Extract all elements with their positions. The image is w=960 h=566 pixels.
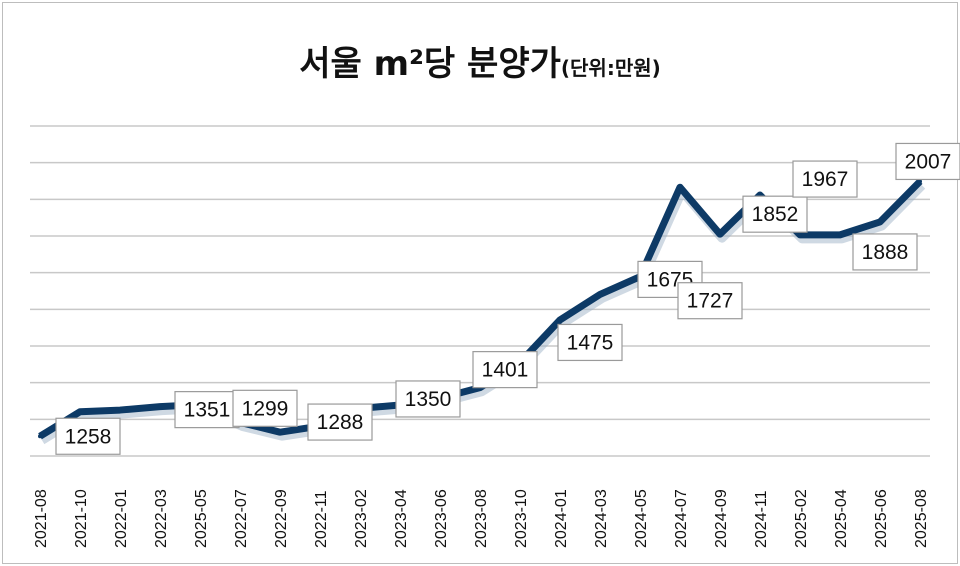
x-tick-label: 2023-08: [473, 489, 490, 548]
x-tick-label: 2021-08: [33, 489, 50, 548]
data-label-box: [307, 403, 373, 441]
data-label: 1258: [65, 425, 112, 448]
chart-title-main: 서울 m²당 분양가: [299, 44, 561, 84]
x-tick-label: 2022-01: [113, 489, 130, 548]
data-label-box: [895, 142, 960, 181]
x-tick-label: 2024-09: [713, 489, 730, 548]
x-tick-label: 2025-06: [873, 489, 890, 548]
x-tick-label: 2025-08: [913, 489, 930, 548]
data-label-box: [55, 417, 121, 455]
data-point: [558, 317, 562, 322]
data-label: 1401: [482, 359, 529, 382]
data-label-box: [742, 195, 808, 233]
data-point: [918, 179, 922, 184]
x-tick-label: 2024-05: [633, 489, 650, 548]
chart-title-unit: (단위:만원): [560, 56, 661, 80]
x-tick-label: 2024-01: [553, 489, 570, 548]
data-point: [878, 219, 882, 224]
data-point: [38, 434, 42, 439]
x-tick-label: 2025-02: [793, 489, 810, 548]
data-label: 1351: [184, 399, 231, 422]
data-label-box: [395, 380, 461, 418]
data-point: [678, 185, 682, 190]
data-label-box: [677, 282, 743, 320]
x-tick-label: 2022-07: [233, 489, 250, 548]
data-label: 1852: [752, 203, 799, 226]
x-tick-label: 2022-09: [273, 489, 290, 548]
data-label-box: [792, 160, 858, 198]
x-tick-label: 2025-05: [193, 489, 210, 548]
data-point: [278, 430, 282, 435]
data-label-box: [852, 233, 918, 271]
data-point: [598, 292, 602, 297]
data-label: 1727: [687, 290, 734, 313]
data-point: [798, 232, 802, 237]
data-point: [158, 404, 162, 409]
x-tick-label: 2023-02: [353, 489, 370, 548]
x-tick-label: 2021-10: [73, 489, 90, 548]
data-label: 1288: [317, 411, 364, 434]
chart-title: 서울 m²당 분양가(단위:만원): [0, 36, 960, 85]
data-label-box: [557, 323, 623, 362]
x-tick-label: 2024-07: [673, 489, 690, 548]
data-label-box: [472, 351, 538, 389]
data-label: 1350: [405, 388, 452, 411]
x-tick-label: 2024-11: [753, 490, 770, 548]
data-label-box: [174, 391, 240, 429]
data-point: [718, 232, 722, 237]
data-point: [118, 408, 122, 413]
data-label: 1475: [567, 331, 614, 354]
x-tick-label: 2023-04: [393, 489, 410, 548]
data-label: 1299: [242, 397, 289, 420]
data-label-box: [232, 389, 298, 427]
x-tick-label: 2024-03: [593, 489, 610, 548]
x-tick-label: 2022-03: [153, 489, 170, 548]
data-label: 2007: [905, 150, 952, 173]
data-label: 1888: [862, 241, 909, 264]
x-tick-label: 2025-04: [833, 489, 850, 548]
data-label: 1967: [802, 168, 849, 191]
x-tick-label: 2022-11: [313, 490, 330, 548]
x-tick-label: 2023-10: [513, 489, 530, 548]
x-tick-label: 2023-06: [433, 489, 450, 548]
data-point: [78, 409, 82, 414]
data-point: [838, 232, 842, 237]
